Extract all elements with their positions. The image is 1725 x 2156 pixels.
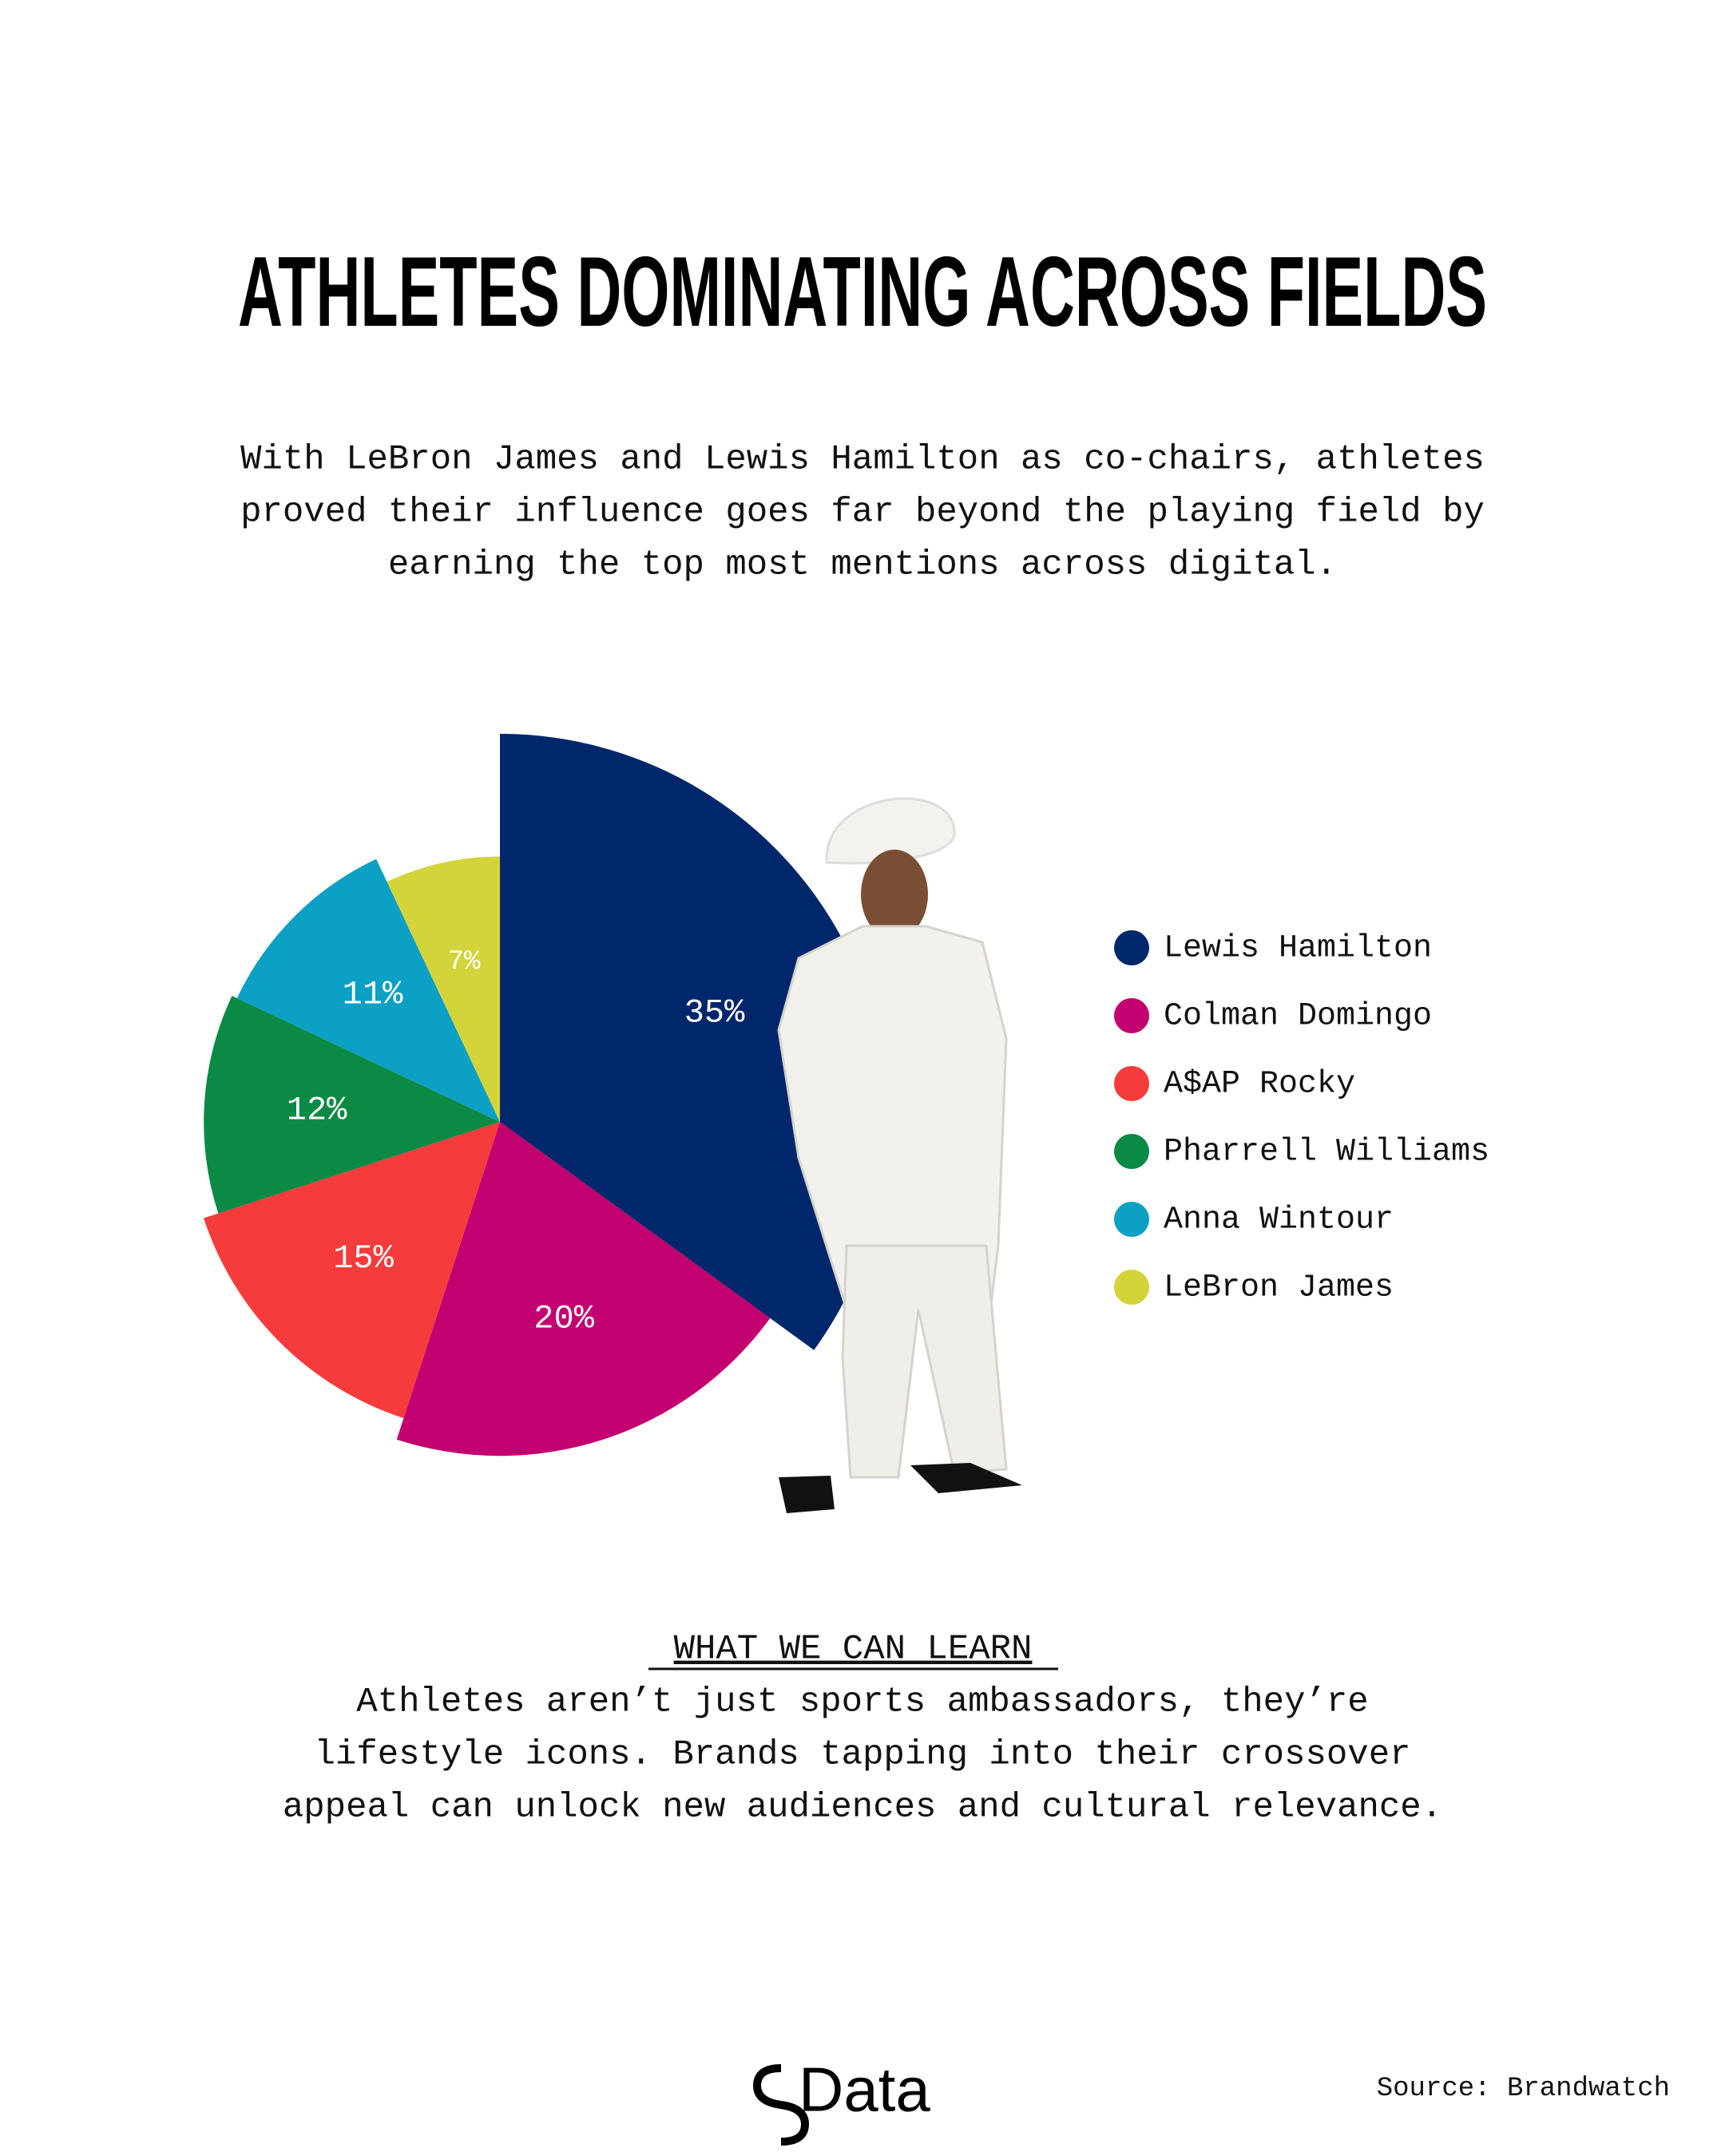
legend-swatch: [1114, 1270, 1149, 1305]
learn-line: lifestyle icons. Brands tapping into the…: [314, 1735, 1410, 1775]
learn-heading: WHAT WE CAN LEARN: [674, 1630, 1033, 1670]
learn-line: Athletes aren’t just sports ambassadors,…: [356, 1682, 1368, 1722]
legend-swatch: [1114, 1202, 1149, 1237]
slice-label: 15%: [333, 1239, 394, 1278]
legend-swatch: [1114, 1066, 1149, 1101]
legend-label: Lewis Hamilton: [1164, 931, 1432, 967]
learn-text: Athletes aren’t just sports ambassadors,…: [283, 1682, 1442, 1828]
shoes: [779, 1463, 1022, 1513]
logo: Data: [752, 2055, 930, 2146]
subtitle: With LeBron James and Lewis Hamilton as …: [240, 440, 1485, 585]
subtitle-line: earning the top most mentions across dig…: [388, 545, 1337, 585]
subtitle-line: proved their influence goes far beyond t…: [240, 493, 1485, 533]
pie-slice: [500, 733, 889, 1350]
logo-text: Data: [799, 2055, 930, 2125]
legend-label: Colman Domingo: [1164, 999, 1432, 1035]
slice-label: 20%: [533, 1300, 594, 1338]
pie: 35% 20% 15% 12% 11% 7%: [204, 733, 889, 1456]
legend-label: LeBron James: [1164, 1270, 1394, 1306]
photo-figure: [777, 797, 1022, 1513]
pie-slice: [387, 856, 500, 1122]
pie-slice: [204, 1122, 501, 1418]
legend: Lewis Hamilton Colman Domingo A$AP Rocky Ph…: [1114, 930, 1489, 1306]
pie-slice: [236, 858, 500, 1122]
logo-mark: [752, 2064, 810, 2146]
legend-label: A$AP Rocky: [1164, 1067, 1355, 1103]
legend-label: Anna Wintour: [1164, 1203, 1394, 1239]
pie-slice: [396, 1122, 771, 1456]
pie-slice: [204, 996, 500, 1214]
legend-swatch: [1114, 930, 1149, 965]
chart-title: ATHLETES DOMINATING ACROSS FIELDS: [238, 237, 1487, 347]
slice-label: 35%: [684, 993, 745, 1032]
legend-swatch: [1114, 1134, 1149, 1169]
trousers: [841, 1244, 1008, 1479]
learn-line: appeal can unlock new audiences and cult…: [283, 1788, 1442, 1828]
slice-label: 12%: [287, 1092, 347, 1130]
slice-label: 11%: [343, 976, 403, 1014]
subtitle-line: With LeBron James and Lewis Hamilton as …: [240, 440, 1485, 480]
source: Source: Brandwatch: [1377, 2074, 1670, 2104]
slice-label: 7%: [448, 947, 481, 977]
legend-label: Pharrell Williams: [1164, 1135, 1489, 1171]
head: [861, 850, 928, 939]
legend-swatch: [1114, 998, 1149, 1033]
